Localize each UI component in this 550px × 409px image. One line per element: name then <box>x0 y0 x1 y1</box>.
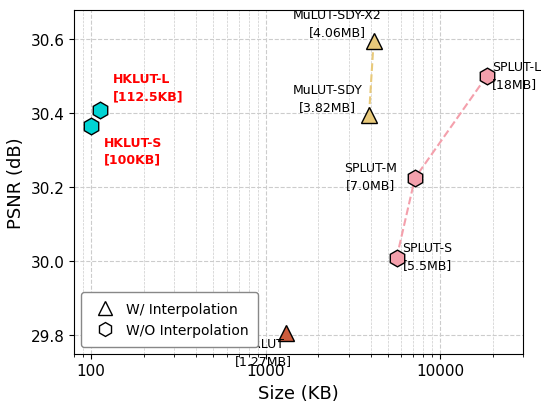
Text: SRLUT
[1.27MB]: SRLUT [1.27MB] <box>235 337 292 367</box>
Text: MuLUT-SDY-X2
[4.06MB]: MuLUT-SDY-X2 [4.06MB] <box>293 9 382 39</box>
Y-axis label: PSNR (dB): PSNR (dB) <box>7 137 25 228</box>
Text: MuLUT-SDY
[3.82MB]: MuLUT-SDY [3.82MB] <box>293 84 362 114</box>
Text: HKLUT-S
[100KB]: HKLUT-S [100KB] <box>104 136 162 166</box>
X-axis label: Size (KB): Size (KB) <box>258 384 339 402</box>
Text: HKLUT-L
[112.5KB]: HKLUT-L [112.5KB] <box>113 73 183 103</box>
Legend: W/ Interpolation, W/O Interpolation: W/ Interpolation, W/O Interpolation <box>81 293 258 347</box>
Text: SPLUT-L
[18MB]: SPLUT-L [18MB] <box>492 61 541 90</box>
Text: SPLUT-M
[7.0MB]: SPLUT-M [7.0MB] <box>344 162 398 192</box>
Text: SPLUT-S
[5.5MB]: SPLUT-S [5.5MB] <box>403 241 453 271</box>
